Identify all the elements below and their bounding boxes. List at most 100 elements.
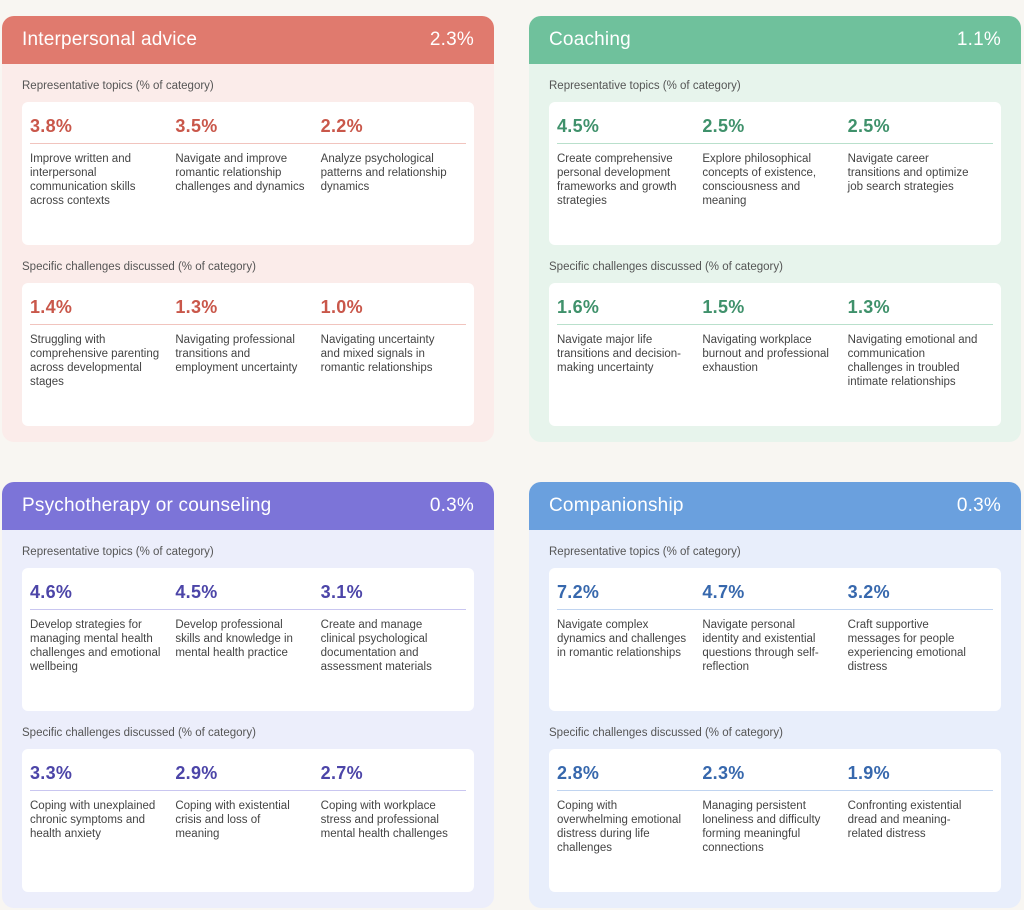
topics-label: Representative topics (% of category): [549, 80, 741, 92]
topic-text: Explore philosophical concepts of existe…: [702, 153, 817, 207]
challenge-item: 1.3% Navigating professional transitions …: [175, 297, 321, 412]
challenge-text: Coping with unexplained chronic symptoms…: [30, 800, 156, 840]
topic-item: 2.2% Analyze psychological patterns and r…: [320, 116, 466, 231]
topic-pct: 2.5%: [847, 116, 890, 136]
panel-header: Companionship 0.3%: [529, 482, 1021, 530]
challenges-card: 2.8% Coping with overwhelming emotional d…: [549, 749, 1001, 892]
topic-item: 3.1% Create and manage clinical psycholog…: [320, 582, 466, 697]
topic-pct: 7.2%: [557, 582, 600, 602]
panel-header: Interpersonal advice 2.3%: [2, 16, 494, 64]
topic-pct: 3.2%: [847, 582, 890, 602]
topic-pct: 3.1%: [320, 582, 363, 602]
topic-text: Improve written and interpersonal commun…: [30, 153, 136, 207]
topic-text: Develop strategies for managing mental h…: [30, 619, 161, 673]
challenge-item: 1.9% Confronting existential dread and me…: [847, 763, 993, 878]
challenges-label: Specific challenges discussed (% of cate…: [549, 261, 783, 273]
panel-interpersonal-advice: Interpersonal advice 2.3% Representative…: [2, 16, 494, 442]
challenge-item: 2.8% Coping with overwhelming emotional d…: [557, 763, 703, 878]
challenge-pct: 1.5%: [702, 297, 745, 317]
challenge-text: Coping with existential crisis and loss …: [175, 800, 290, 840]
challenge-pct: 1.4%: [30, 297, 73, 317]
panel-header: Psychotherapy or counseling 0.3%: [2, 482, 494, 530]
panel-companionship: Companionship 0.3% Representative topics…: [529, 482, 1021, 908]
topic-item: 7.2% Navigate complex dynamics and challe…: [557, 582, 703, 697]
challenge-item: 3.3% Coping with unexplained chronic symp…: [30, 763, 176, 878]
panel-title: Psychotherapy or counseling: [22, 495, 272, 516]
challenge-text: Coping with overwhelming emotional distr…: [557, 800, 682, 854]
challenges-label: Specific challenges discussed (% of cate…: [549, 727, 783, 739]
divider: [557, 324, 703, 325]
topics-card: 7.2% Navigate complex dynamics and challe…: [549, 568, 1001, 711]
challenges-card: 3.3% Coping with unexplained chronic symp…: [22, 749, 474, 892]
panel-share: 0.3%: [956, 495, 1001, 516]
topic-item: 4.5% Develop professional skills and know…: [175, 582, 321, 697]
challenge-text: Navigate major life transitions and deci…: [557, 334, 682, 374]
topic-pct: 2.5%: [702, 116, 745, 136]
challenge-pct: 3.3%: [30, 763, 73, 783]
divider: [320, 609, 466, 610]
challenge-item: 1.0% Navigating uncertainty and mixed sig…: [320, 297, 466, 412]
divider: [702, 324, 848, 325]
divider: [702, 609, 848, 610]
divider: [30, 790, 176, 791]
topics-card: 4.6% Develop strategies for managing ment…: [22, 568, 474, 711]
panel-share: 1.1%: [956, 29, 1001, 50]
challenge-pct: 2.9%: [175, 763, 218, 783]
challenge-pct: 2.8%: [557, 763, 600, 783]
topics-card: 4.5% Create comprehensive personal develo…: [549, 102, 1001, 245]
topics-label: Representative topics (% of category): [22, 546, 214, 558]
topic-text: Create and manage clinical psychological…: [320, 619, 432, 673]
topic-pct: 4.6%: [30, 582, 73, 602]
challenge-pct: 1.3%: [847, 297, 890, 317]
topic-text: Navigate personal identity and existenti…: [702, 619, 819, 673]
challenge-pct: 2.7%: [320, 763, 363, 783]
panel-coaching: Coaching 1.1% Representative topics (% o…: [529, 16, 1021, 442]
challenge-pct: 1.0%: [320, 297, 363, 317]
challenge-text: Confronting existential dread and meanin…: [847, 800, 962, 840]
challenge-item: 2.3% Managing persistent loneliness and d…: [702, 763, 848, 878]
challenge-item: 1.4% Struggling with comprehensive parent…: [30, 297, 176, 412]
panel-title: Coaching: [549, 29, 631, 50]
divider: [847, 790, 993, 791]
divider: [30, 609, 176, 610]
topic-text: Analyze psychological patterns and relat…: [320, 153, 447, 193]
challenge-text: Navigating emotional and communication c…: [847, 334, 978, 388]
challenge-text: Navigating uncertainty and mixed signals…: [320, 334, 435, 374]
panel-body: Representative topics (% of category) 3.…: [2, 64, 494, 442]
divider: [557, 609, 703, 610]
topic-item: 2.5% Navigate career transitions and opti…: [847, 116, 993, 231]
divider: [320, 143, 466, 144]
divider: [847, 324, 993, 325]
topic-item: 4.5% Create comprehensive personal develo…: [557, 116, 703, 231]
divider: [557, 790, 703, 791]
topic-pct: 3.8%: [30, 116, 73, 136]
challenge-text: Navigating professional transitions and …: [175, 334, 298, 374]
challenges-card: 1.6% Navigate major life transitions and …: [549, 283, 1001, 426]
divider: [175, 790, 321, 791]
topic-item: 3.2% Craft supportive messages for people…: [847, 582, 993, 697]
topic-item: 3.5% Navigate and improve romantic relati…: [175, 116, 321, 231]
challenge-text: Struggling with comprehensive parenting …: [30, 334, 160, 388]
divider: [702, 143, 848, 144]
panel-psychotherapy-or-counseling: Psychotherapy or counseling 0.3% Represe…: [2, 482, 494, 908]
topic-pct: 3.5%: [175, 116, 218, 136]
topic-item: 3.8% Improve written and interpersonal co…: [30, 116, 176, 231]
challenge-pct: 2.3%: [702, 763, 745, 783]
challenge-item: 1.3% Navigating emotional and communicati…: [847, 297, 993, 412]
divider: [847, 143, 993, 144]
topics-card: 3.8% Improve written and interpersonal co…: [22, 102, 474, 245]
topic-pct: 4.5%: [175, 582, 218, 602]
topic-text: Navigate career transitions and optimize…: [847, 153, 969, 193]
challenge-pct: 1.3%: [175, 297, 218, 317]
divider: [702, 790, 848, 791]
challenge-item: 2.9% Coping with existential crisis and l…: [175, 763, 321, 878]
challenge-pct: 1.9%: [847, 763, 890, 783]
topic-text: Create comprehensive personal developmen…: [557, 153, 677, 207]
topic-text: Develop professional skills and knowledg…: [175, 619, 293, 659]
challenge-pct: 1.6%: [557, 297, 600, 317]
panel-header: Coaching 1.1%: [529, 16, 1021, 64]
challenges-label: Specific challenges discussed (% of cate…: [22, 727, 256, 739]
challenge-item: 1.5% Navigating workplace burnout and pro…: [702, 297, 848, 412]
challenge-text: Navigating workplace burnout and profess…: [702, 334, 829, 374]
panel-title: Companionship: [549, 495, 684, 516]
